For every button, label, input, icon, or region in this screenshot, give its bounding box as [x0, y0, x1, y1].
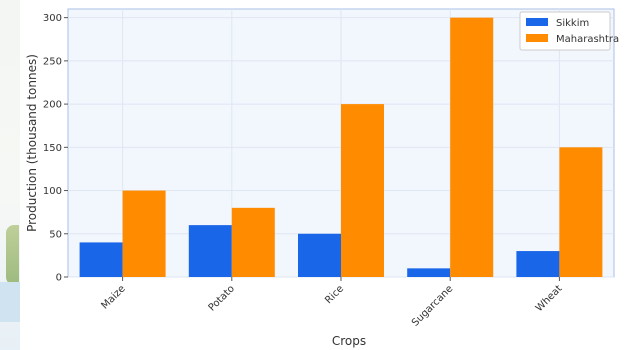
background-photo	[0, 0, 20, 350]
bar-sikkim-maize	[79, 242, 123, 277]
bar-maharashtra-maize	[122, 190, 166, 277]
y-tick-label: 200	[43, 100, 62, 111]
bars	[79, 17, 603, 277]
x-tick-label: Maize	[99, 283, 127, 311]
bar-sikkim-sugarcane	[407, 268, 451, 277]
y-tick-label: 50	[49, 229, 62, 240]
bar-maharashtra-sugarcane	[450, 17, 494, 277]
bar-maharashtra-wheat	[559, 147, 603, 277]
legend-label-sikkim: Sikkim	[556, 18, 589, 29]
bar-sikkim-potato	[188, 225, 232, 277]
x-axis-label: Crops	[332, 334, 366, 348]
x-tick-label: Sugarcane	[410, 283, 455, 328]
y-axis-label: Production (thousand tonnes)	[25, 54, 39, 232]
legend-label-maharashtra: Maharashtra	[556, 34, 619, 45]
y-tick-label: 100	[43, 186, 62, 197]
x-tick-label: Wheat	[534, 283, 565, 314]
x-tick-label: Potato	[207, 283, 237, 313]
background-sky	[0, 282, 20, 322]
legend-swatch-sikkim	[526, 18, 548, 26]
bar-maharashtra-potato	[231, 207, 275, 277]
y-tick-label: 150	[43, 143, 62, 154]
bar-maharashtra-rice	[341, 104, 384, 277]
x-tick-label: Rice	[323, 283, 346, 306]
y-tick-label: 250	[43, 56, 62, 67]
y-tick-label: 300	[43, 13, 62, 24]
background-leaf	[6, 225, 19, 285]
y-tick-label: 0	[56, 273, 62, 284]
legend: Sikkim Maharashtra	[519, 11, 619, 51]
legend-swatch-maharashtra	[526, 34, 548, 42]
bar-sikkim-wheat	[516, 251, 560, 277]
bar-sikkim-rice	[298, 233, 341, 277]
